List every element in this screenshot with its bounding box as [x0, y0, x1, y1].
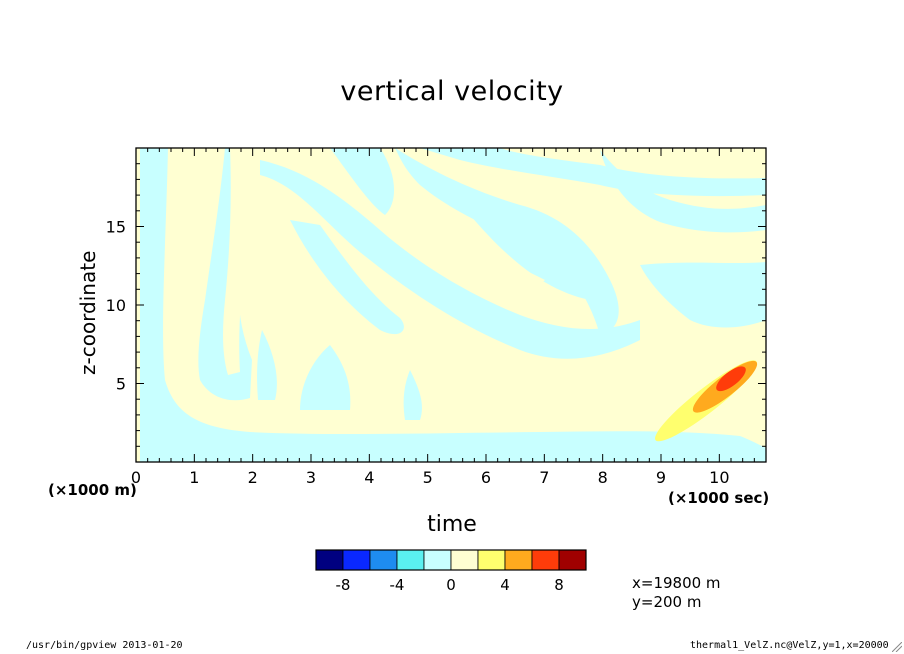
colorbar-swatch	[531, 549, 560, 571]
region-weak-downward	[640, 262, 766, 328]
colorbar-tick-label: 0	[446, 576, 456, 594]
region-weak-downward	[420, 148, 766, 197]
x-tick-label: 4	[364, 468, 374, 487]
colorbar-swatch	[315, 549, 344, 571]
x-tick-label: 6	[481, 468, 491, 487]
info-y: y=200 m	[632, 593, 702, 611]
info-x: x=19800 m	[632, 574, 721, 592]
region-weak-downward	[330, 148, 395, 215]
x-axis-units: (×1000 sec)	[668, 489, 770, 507]
region-weak-upward	[470, 245, 545, 284]
y-axis-units: (×1000 m)	[48, 481, 137, 499]
x-tick-label: 3	[306, 468, 316, 487]
x-tick-label: 1	[189, 468, 199, 487]
colorbar-swatch	[450, 549, 479, 571]
region-weak-downward	[470, 200, 594, 300]
y-tick-label: 10	[106, 296, 126, 315]
colorbar-swatch	[477, 549, 506, 571]
colorbar: -8 -4 0 4 8	[315, 549, 587, 594]
region-level-6	[716, 366, 746, 392]
resize-grip-icon[interactable]	[892, 642, 902, 652]
region-weak-downward	[257, 330, 277, 400]
x-tick-label: 9	[656, 468, 666, 487]
region-weak-downward	[395, 148, 619, 335]
region-weak-downward	[290, 220, 404, 335]
region-weak-upward	[430, 395, 470, 420]
x-tick-label: 10	[709, 468, 729, 487]
y-tick-label: 5	[116, 375, 126, 394]
x-tick-label: 8	[598, 468, 608, 487]
colorbar-frame	[315, 549, 587, 571]
x-tick-label: 0	[131, 468, 141, 487]
footer-command: /usr/bin/gpview 2013-01-20	[26, 640, 183, 651]
x-tick-label: 2	[248, 468, 258, 487]
region-weak-downward	[403, 370, 422, 420]
plot-area	[136, 148, 766, 462]
region-weak-downward	[600, 150, 766, 233]
footer-source: thermal1_VelZ.nc@VelZ,y=1,x=20000	[690, 640, 889, 651]
colorbar-swatch	[504, 549, 533, 571]
colorbar-tick-label: 4	[500, 576, 510, 594]
colorbar-swatch	[558, 549, 587, 571]
region-weak-downward	[300, 345, 351, 410]
colorbar-swatch	[396, 549, 425, 571]
colorbar-tick-label: -4	[390, 576, 405, 594]
y-axis-label: z-coordinate	[76, 250, 100, 375]
region-weak-downward	[260, 160, 640, 359]
x-axis-label: time	[427, 512, 477, 537]
axes: 0 1 2 3 4 5 6 7 8 9 10 5 10 15	[106, 147, 767, 487]
colorbar-tick-label: 8	[554, 576, 564, 594]
y-tick-label: 15	[106, 218, 126, 237]
region-weak-downward	[140, 148, 766, 462]
colorbar-swatch	[423, 549, 452, 571]
colorbar-tick-label: -8	[336, 576, 351, 594]
chart-title: vertical velocity	[340, 76, 564, 107]
region-weak-upward	[500, 399, 520, 414]
colorbar-swatch	[342, 549, 371, 571]
colorbar-swatch	[369, 549, 398, 571]
region-weak-upward	[223, 148, 255, 375]
x-tick-label: 5	[423, 468, 433, 487]
x-tick-label: 7	[539, 468, 549, 487]
